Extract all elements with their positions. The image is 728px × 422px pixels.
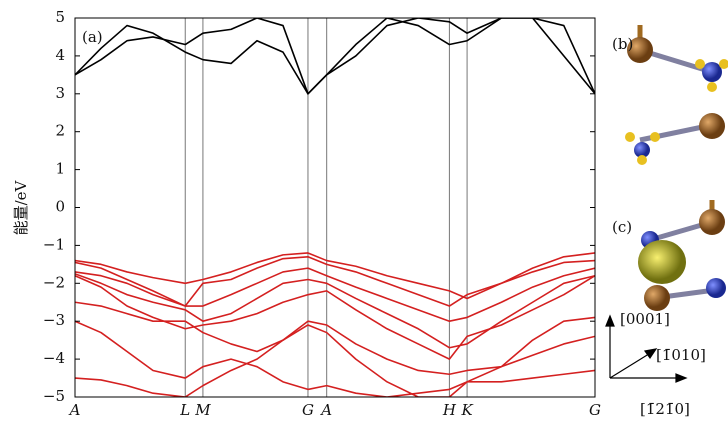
band-line [75,274,595,348]
direction-label: [1̄010] [656,346,706,364]
y-tick-label: 4 [55,46,65,64]
panel-label: (a) [82,28,103,46]
structure-c [638,200,726,311]
y-tick-label: 1 [55,160,65,178]
x-tick-label: H [442,401,457,419]
x-tick-label: K [460,401,473,419]
y-tick-label: 5 [55,8,65,26]
x-tick-label: G [302,401,314,419]
x-tick-label: A [68,401,81,419]
x-tick-label: M [194,401,211,419]
y-tick-label: −2 [43,273,65,291]
figure: (a) 能量/eV (b) (c) [0001] [1̄010] [1̄21̄0… [0,0,728,422]
panel-label: (c) [612,218,632,236]
band-line [75,302,595,374]
y-tick-label: −4 [43,349,65,367]
band-line [75,321,595,397]
y-tick-label: 0 [55,198,65,216]
x-tick-label: G [589,401,601,419]
y-tick-label: −1 [43,235,65,253]
plot-area [75,18,595,397]
direction-label: [0001] [620,310,670,328]
band-line [75,18,595,94]
y-tick-label: 2 [55,122,65,140]
band-line [75,18,595,94]
y-axis-label: 能量/eV [12,179,30,235]
band-line [75,325,595,397]
x-tick-label: L [179,401,190,419]
panel-label: (b) [612,35,633,53]
y-tick-label: −5 [43,387,65,405]
x-tick-label: A [319,401,332,419]
structure-b [625,25,728,165]
direction-label: [1̄21̄0] [640,400,690,418]
y-tick-label: −3 [43,311,65,329]
band-line [75,257,595,306]
y-tick-label: 3 [55,84,65,102]
